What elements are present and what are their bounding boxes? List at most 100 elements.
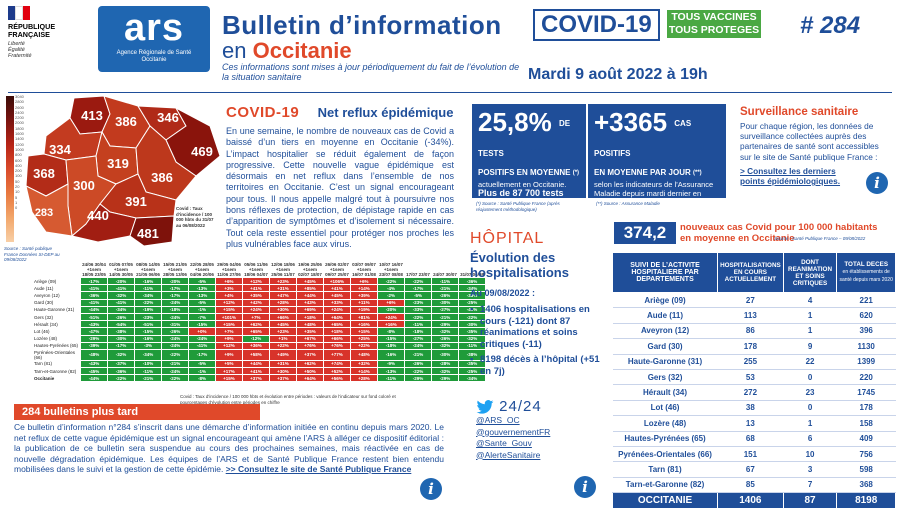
wk-cell: -36% <box>107 367 135 376</box>
wk-cell: -32% <box>431 341 459 350</box>
hosp-cell-rea: 87 <box>782 492 838 509</box>
positivity-text-2: ont été réalisés ces 7 derniers jours da… <box>478 198 579 217</box>
surveillance-title: Surveillance sanitaire <box>740 106 859 118</box>
wk-period-header: 10/07 16/07 +1sem 23/07 08/08 <box>379 262 403 277</box>
hosp-row: Gers (32) 53 0 220 <box>612 369 896 386</box>
wk-cell: -17% <box>161 291 189 300</box>
info-icon[interactable]: i <box>866 172 888 194</box>
republique-francaise-logo: RÉPUBLIQUE FRANÇAISE Liberté Égalité Fra… <box>8 6 82 76</box>
wk-cell: -11% <box>431 276 459 286</box>
surveillance-link[interactable]: > Consultez les derniers points épidémio… <box>740 165 841 187</box>
wk-cell: -11% <box>377 374 405 383</box>
col-header-deces-label: TOTAL DECES <box>844 261 889 268</box>
wk-cell: -13% <box>377 367 405 376</box>
wk-cell: -44% <box>80 305 108 314</box>
wk-cell: +15% <box>215 320 243 329</box>
wk-cell: -23% <box>404 298 432 307</box>
wk-cell: -22% <box>161 348 189 361</box>
dept-label-haute-garonne: 300 <box>73 178 95 193</box>
hospital-activity-table: SUIVI DE L’ACTIVITE HOSPITALIERE PAR DEP… <box>611 252 896 509</box>
wk-cell: +41% <box>242 367 270 376</box>
wk-cell: +52% <box>323 367 351 376</box>
wk-cell: +44% <box>296 291 324 300</box>
wk-cell: -16% <box>377 348 405 361</box>
wk-cell: -24% <box>161 334 189 343</box>
social-link-alerte[interactable]: @AlerteSanitaire <box>476 449 541 460</box>
cases-label-line: EN MOYENNE PAR JOUR (**) <box>594 168 720 178</box>
wk-cell: -8% <box>377 327 405 336</box>
cases-mark: (**) <box>693 170 702 177</box>
social-link-gouv[interactable]: @gouvernementFR <box>476 426 551 437</box>
wk-cell: -26% <box>107 312 135 322</box>
legend-tick: 20 <box>15 184 20 190</box>
hosp-row: Aude (11) 113 1 620 <box>612 307 896 324</box>
wk-cell: +42% <box>242 298 270 307</box>
wk-row: Lozère (48) -29% -30% -16% -24% -24% +9% -12% +1… <box>32 334 486 343</box>
wk-row-label: Tarn (81) <box>32 359 81 369</box>
wk-cell: -5% <box>404 291 432 300</box>
wk-cell: +37% <box>269 374 297 383</box>
positivity-value: 25,8% <box>478 107 552 137</box>
wk-cell: +65% <box>323 320 351 329</box>
wk-row-label: Hérault (34) <box>32 320 81 329</box>
wk-cell: -1% <box>188 367 216 376</box>
cases-unit: CAS POSITIFS <box>594 119 692 159</box>
wk-cell: +30% <box>269 367 297 376</box>
wk-cell: -37% <box>107 359 135 369</box>
wk-cell: -24% <box>404 341 432 350</box>
col-header-deces-note: en établissements de santé depuis mars 2… <box>839 269 893 283</box>
hopital-list: 1406 hospitalisations en cours (-121) do… <box>470 304 608 378</box>
info-icon[interactable]: i <box>574 476 596 498</box>
wk-cell: -33% <box>458 291 486 300</box>
wk-cell: -32% <box>431 367 459 376</box>
wk-cell: -16% <box>134 334 162 343</box>
wk-cell: +11% <box>350 298 378 307</box>
wk-cell: -41% <box>107 298 135 307</box>
wk-cell: -54% <box>107 320 135 329</box>
wk-cell: +28% <box>269 298 297 307</box>
wk-cell: -34% <box>134 348 162 361</box>
legend-tick: 0 <box>15 205 18 211</box>
dept-hautes-pyrenees[interactable] <box>26 183 73 237</box>
wk-cell: +64% <box>296 374 324 383</box>
social-heading: 24/24 <box>476 398 606 415</box>
hopital-title: HÔPITAL <box>470 230 545 247</box>
spf-site-link[interactable]: >> Consultez le site de Santé Publique F… <box>225 464 412 474</box>
hosp-cell-dep: Hautes-Pyrénées (65) <box>612 431 718 447</box>
hosp-cell-deces: 220 <box>836 369 896 386</box>
hosp-row: Haute-Garonne (31) 255 22 1399 <box>612 354 896 370</box>
hosp-cell-hosp: 38 <box>717 400 784 417</box>
info-icon[interactable]: i <box>420 478 442 500</box>
hosp-cell-rea: 23 <box>783 384 837 401</box>
wk-cell: -32% <box>431 327 459 336</box>
cases-box: +3365 CAS POSITIFS EN MOYENNE PAR JOUR (… <box>588 104 726 216</box>
social-link-ars[interactable]: @ARS_OC <box>476 415 520 425</box>
hosp-row: Aveyron (12) 86 1 396 <box>612 323 896 340</box>
wk-period-header: 24/06 30/04 +1sem 18/05 23/05 <box>82 262 106 277</box>
wk-cell: -24% <box>161 341 189 350</box>
wk-cell: -20% <box>377 305 405 314</box>
legend-tick: 5 <box>15 194 18 200</box>
wk-period-header: 05/06 11/06 +1sem 18/06 04/07 <box>244 262 268 277</box>
wk-cell: -3% <box>134 341 162 350</box>
wk-cell: -21% <box>404 348 432 361</box>
wk-cell: +5% <box>215 359 243 369</box>
wk-cell: -47% <box>80 327 108 336</box>
incidence-source: Source : Santé Publique France – 09/08/2… <box>774 236 866 241</box>
cases-value-line: +3365 CAS POSITIFS <box>594 108 720 168</box>
social-link-sante[interactable]: @Sante_Gouv <box>476 438 532 448</box>
wk-cell: -19% <box>134 305 162 314</box>
legend-tick: 1400 <box>15 136 24 142</box>
wk-cell: +6% <box>377 298 405 307</box>
dept-pyrenees-orientales[interactable] <box>129 215 175 246</box>
wk-cell: -30% <box>107 334 135 343</box>
wk-cell: +22% <box>269 341 297 350</box>
hosp-cell-rea: 0 <box>783 369 837 386</box>
hopital-date: Au 09/08/2022 : <box>470 288 536 298</box>
wk-cell: -21% <box>431 312 459 322</box>
legend-tick: 10 <box>15 189 20 195</box>
hosp-cell-rea: 7 <box>783 477 837 494</box>
wk-cell: +35% <box>296 327 324 336</box>
wk-row: Aveyron (12) -36% -32% -34% -17% -13% +4% +35% +… <box>32 291 486 300</box>
hosp-cell-hosp: 13 <box>717 415 784 432</box>
